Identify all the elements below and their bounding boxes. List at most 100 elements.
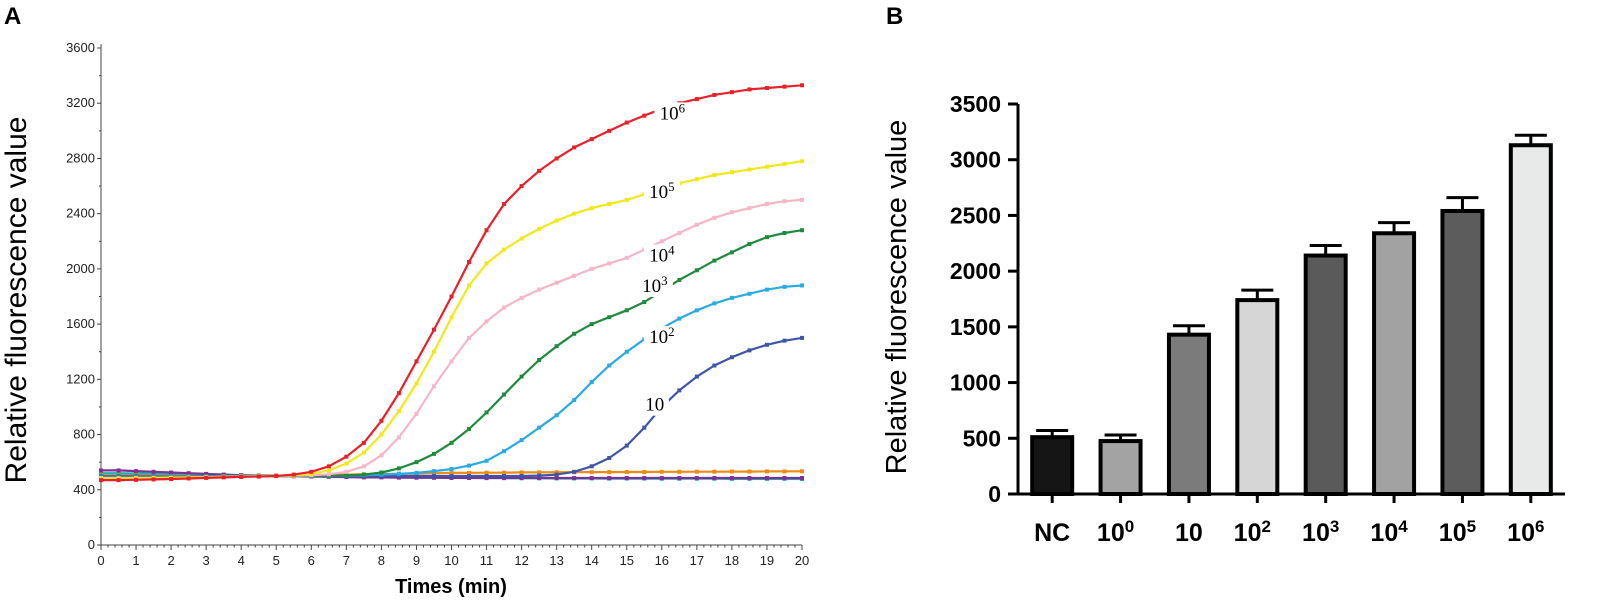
chart-a-point: [502, 470, 507, 475]
chart-a-label-backdrop: [643, 326, 680, 349]
chart-a-point: [677, 469, 682, 474]
chart-a-x-tick-label: 17: [690, 553, 704, 568]
chart-a-x-tick-label: 3: [203, 553, 210, 568]
chart-a-point: [537, 358, 542, 363]
chart-a-point: [747, 242, 752, 247]
chart-b-category-label: 10: [1175, 519, 1203, 547]
chart-a-point: [712, 363, 717, 368]
chart-a-point: [326, 464, 331, 469]
chart-a-point: [712, 469, 717, 474]
chart-a-point: [642, 113, 647, 118]
chart-a-point: [572, 398, 577, 403]
chart-a: Relative fluorescence value Times (min) …: [0, 40, 809, 598]
chart-a-x-tick-label: 9: [413, 553, 420, 568]
chart-b-y-tick-label: 2000: [950, 258, 1001, 284]
chart-a-point: [554, 156, 559, 161]
chart-a-point: [764, 469, 769, 474]
chart-a-point: [519, 184, 524, 189]
chart-a-y-tick-label: 800: [73, 427, 95, 442]
chart-a-point: [712, 173, 717, 178]
chart-a-point: [694, 308, 699, 313]
chart-a-point: [554, 413, 559, 418]
chart-b-bar: [1508, 143, 1553, 496]
chart-a-point: [782, 338, 787, 343]
chart-a-point: [414, 470, 419, 475]
chart-a-point: [467, 335, 472, 340]
chart-a-y-tick-label: 2400: [66, 206, 95, 221]
chart-a-point: [379, 453, 384, 458]
chart-a-y-tick-label: 3600: [66, 40, 95, 55]
chart-a-point: [519, 236, 524, 241]
chart-a-point: [764, 235, 769, 240]
chart-a-point: [747, 476, 752, 481]
chart-a-point: [800, 476, 804, 481]
chart-a-point: [694, 97, 699, 102]
chart-a-y-tick-label: 2000: [66, 261, 95, 276]
chart-a-point: [624, 255, 629, 260]
chart-a-point: [99, 478, 103, 483]
chart-a-point: [589, 380, 594, 385]
chart-a-point: [431, 327, 436, 332]
chart-a-point: [361, 440, 366, 445]
chart-a-point: [99, 471, 103, 476]
chart-a-point: [589, 464, 594, 469]
chart-a-series-label: 103: [642, 272, 667, 297]
chart-a-point: [694, 177, 699, 182]
chart-a-point: [519, 438, 524, 443]
chart-a-point: [607, 363, 612, 368]
chart-a-point: [519, 295, 524, 300]
chart-a-point: [502, 305, 507, 310]
chart-a-point: [484, 319, 489, 324]
chart-a-point: [291, 472, 296, 477]
chart-a-point: [326, 472, 331, 477]
chart-a-point: [642, 469, 647, 474]
chart-a-point: [467, 470, 472, 475]
chart-a-point: [712, 92, 717, 97]
chart-a-point: [414, 359, 419, 364]
chart-b: Relative fluorescence value 0 500 1000 1500…: [881, 91, 1565, 547]
chart-a-point: [204, 471, 209, 476]
chart-a-point: [431, 471, 436, 476]
panel-b-label: B: [886, 3, 903, 30]
chart-a-point: [467, 473, 472, 478]
chart-a-series-line: [101, 160, 803, 480]
chart-a-label-backdrop: [640, 393, 669, 416]
chart-a-x-tick-label: 10: [444, 553, 458, 568]
chart-b-y-tick-label: 2500: [950, 202, 1001, 228]
chart-a-point: [677, 230, 682, 235]
chart-a-series-label: 106: [660, 100, 686, 125]
chart-a-point: [572, 211, 577, 216]
chart-a-point: [502, 392, 507, 397]
chart-a-point: [484, 228, 489, 233]
chart-a-point: [396, 409, 401, 414]
chart-a-point: [782, 230, 787, 235]
chart-a-x-tick-label: 1: [132, 553, 139, 568]
chart-a-point: [572, 145, 577, 150]
chart-a-point: [449, 473, 454, 478]
chart-a-point: [554, 218, 559, 223]
chart-a-point: [764, 202, 769, 207]
chart-a-y-tick-label: 1600: [66, 316, 95, 331]
chart-b-y-tick-label: 1500: [950, 314, 1001, 340]
chart-a-x-tick-label: 18: [725, 553, 739, 568]
chart-a-point: [782, 84, 787, 89]
chart-a-point: [537, 226, 542, 231]
chart-a-y-tick-label: 3200: [66, 95, 95, 110]
chart-a-point: [361, 450, 366, 455]
chart-a-point: [659, 476, 664, 481]
chart-a-point: [396, 471, 401, 476]
chart-a-point: [800, 228, 804, 233]
chart-a-point: [764, 476, 769, 481]
chart-a-x-tick-label: 4: [238, 553, 245, 568]
chart-a-point: [607, 470, 612, 475]
chart-a-series-label: 105: [649, 179, 674, 204]
chart-a-x-tick-label: 5: [273, 553, 280, 568]
chart-b-y-axis-title: Relative fluorescence value: [881, 120, 913, 475]
chart-a-point: [782, 476, 787, 481]
chart-b-category-label: 104: [1370, 517, 1408, 548]
chart-a-point: [607, 456, 612, 461]
chart-a-point: [589, 137, 594, 142]
chart-a-point: [642, 300, 647, 305]
chart-a-point: [747, 87, 752, 92]
chart-a-x-tick-label: 2: [167, 553, 174, 568]
